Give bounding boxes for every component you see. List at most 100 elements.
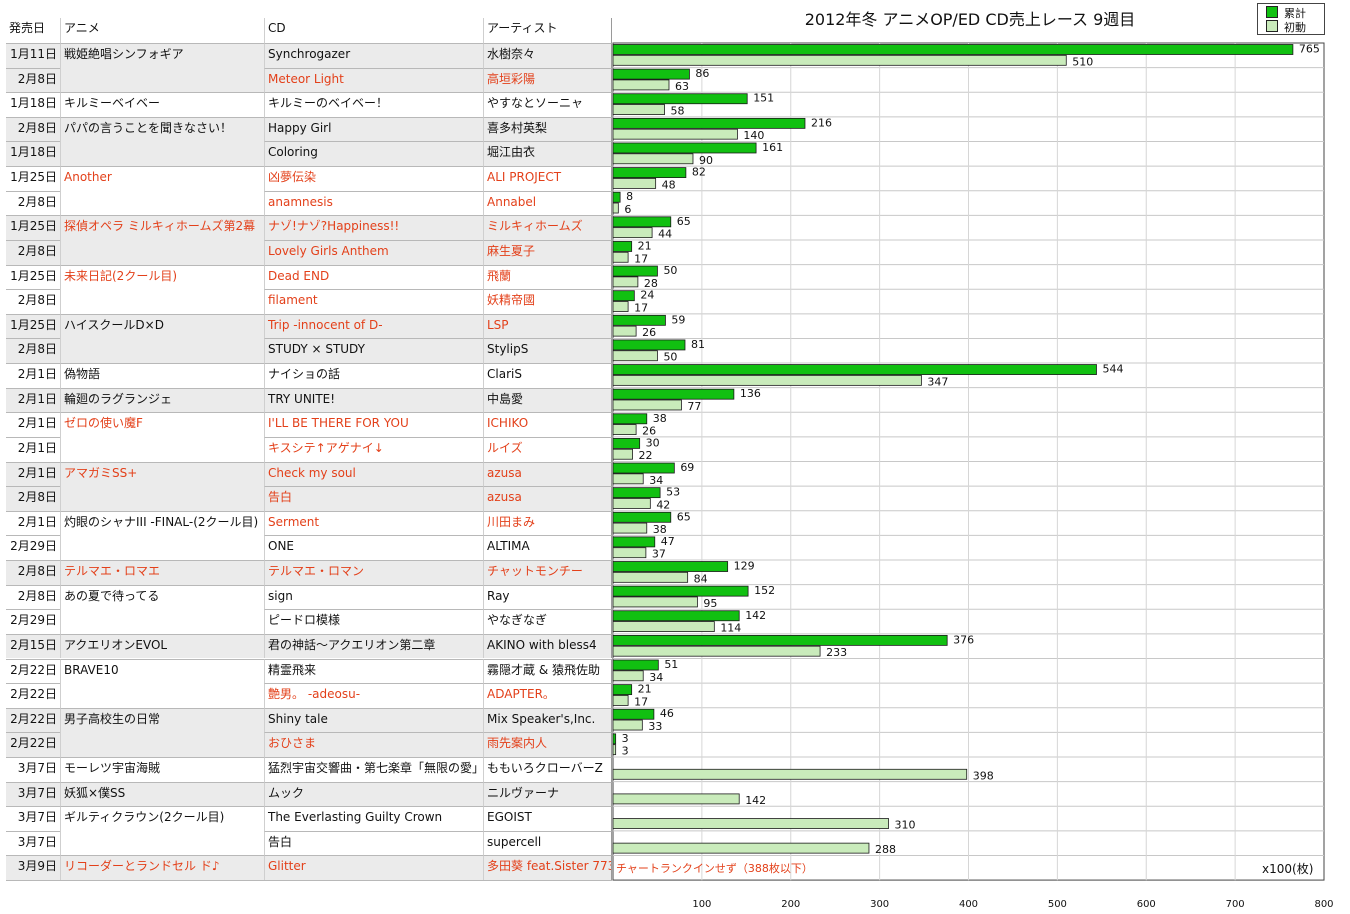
cd-title: TRY UNITE!	[264, 387, 483, 413]
cd-title: おひさま	[264, 732, 483, 757]
release-date: 1月25日	[6, 313, 60, 339]
bar-initial	[612, 498, 651, 509]
cd-title: The Everlasting Guilty Crown	[264, 806, 483, 831]
bar-initial	[612, 325, 637, 337]
bar-label-initial: 142	[745, 794, 766, 807]
cd-title: STUDY × STUDY	[264, 338, 483, 364]
bar-cumulative	[612, 561, 729, 572]
bar-initial	[612, 202, 619, 214]
cd-title: ピードロ模様	[264, 609, 483, 634]
artist-name: 水樹奈々	[483, 43, 612, 68]
anime-title: 輪廻のラグランジェ	[60, 387, 264, 413]
bar-label-initial: 37	[652, 548, 666, 561]
artist-name: やすなとソーニャ	[483, 92, 612, 117]
bar-initial	[612, 719, 643, 731]
bar-initial	[612, 695, 629, 706]
artist-name: AKINO with bless4	[483, 633, 612, 659]
bar-label-cumulative: 53	[666, 486, 680, 499]
release-date: 2月1日	[6, 461, 60, 487]
release-date: 2月29日	[6, 609, 60, 634]
bar-label-initial: 77	[687, 400, 701, 413]
artist-name: Ray	[483, 584, 612, 610]
cd-title: Dead END	[264, 264, 483, 290]
bar-cumulative	[612, 290, 635, 302]
anime-title: Another	[60, 166, 264, 216]
legend-swatch-initial	[1266, 20, 1278, 32]
release-date: 3月7日	[6, 756, 60, 782]
cd-title: 猛烈宇宙交響曲・第七楽章「無限の愛」	[264, 756, 483, 782]
release-date: 2月1日	[6, 387, 60, 413]
bar-label-initial: 50	[663, 351, 677, 364]
bar-label-cumulative: 51	[664, 658, 678, 671]
anime-title: 探偵オペラ ミルキィホームズ第2幕	[60, 215, 264, 265]
cd-title: Synchrogazer	[264, 43, 483, 68]
legend-item-cumulative: 累計	[1266, 6, 1306, 20]
bar-initial	[612, 153, 694, 165]
artist-name: 妖精帝國	[483, 289, 612, 314]
artist-name: supercell	[483, 830, 612, 856]
bar-label-initial: 28	[644, 277, 658, 290]
release-date: 1月25日	[6, 166, 60, 191]
bar-initial	[612, 251, 629, 263]
chart-title: 2012年冬 アニメOP/ED CD売上レース 9週目	[804, 10, 1136, 29]
bar-cumulative	[612, 142, 757, 154]
bar-initial	[612, 571, 689, 583]
bar-label-cumulative: 151	[753, 92, 774, 105]
bar-initial	[612, 177, 657, 189]
artist-name: ICHIKO	[483, 412, 612, 437]
bar-initial	[612, 645, 821, 657]
release-date: 2月1日	[6, 510, 60, 536]
release-date: 2月8日	[6, 67, 60, 93]
bar-initial	[612, 276, 639, 288]
release-date: 2月22日	[6, 658, 60, 684]
cd-title: キルミーのベイベー！	[264, 92, 483, 117]
anime-title: パパの言うことを聞きなさい！	[60, 116, 264, 167]
artist-name: 霧隠才蔵 & 猿飛佐助	[483, 658, 612, 684]
bar-cumulative	[612, 191, 621, 203]
cd-title: ムック	[264, 781, 483, 807]
bar-cumulative	[612, 44, 1294, 55]
cd-title: キスシテ↑アゲナイ↓	[264, 436, 483, 462]
artist-name: 高垣彩陽	[483, 67, 612, 93]
bar-label-initial: 398	[973, 769, 994, 782]
cd-title: Glitter	[264, 855, 483, 881]
anime-title: テルマエ・ロマエ	[60, 560, 264, 585]
cd-title: sign	[264, 584, 483, 610]
release-date: 3月9日	[6, 855, 60, 881]
bar-label-initial: 26	[642, 425, 656, 438]
bar-initial	[612, 104, 665, 115]
artist-name: ALI PROJECT	[483, 166, 612, 191]
bar-label-initial: 33	[648, 720, 662, 733]
artist-name: 川田まみ	[483, 510, 612, 536]
bar-label-initial: 95	[703, 597, 717, 610]
bar-cumulative	[612, 511, 672, 523]
anime-title: ゼロの使い魔F	[60, 412, 264, 462]
cd-title: 凶夢伝染	[264, 166, 483, 191]
release-date: 1月25日	[6, 264, 60, 290]
bar-cumulative	[612, 585, 749, 597]
artist-name: ルイズ	[483, 436, 612, 462]
bar-label-cumulative: 65	[677, 510, 691, 523]
x-tick-label: 300	[870, 899, 889, 910]
cd-title: Shiny tale	[264, 707, 483, 733]
bar-cumulative	[612, 610, 740, 622]
header-anime: アニメ	[60, 18, 264, 43]
bar-label-initial: 22	[639, 449, 653, 462]
bar-initial	[612, 596, 698, 608]
release-date: 2月8日	[6, 560, 60, 585]
bar-initial	[612, 399, 682, 411]
bar-label-cumulative: 50	[663, 264, 677, 277]
legend-item-initial: 初動	[1266, 20, 1306, 34]
release-date: 2月15日	[6, 633, 60, 659]
release-date: 3月7日	[6, 830, 60, 856]
bar-label-cumulative: 3	[622, 732, 629, 745]
cd-title: I'LL BE THERE FOR YOU	[264, 412, 483, 437]
bar-initial	[612, 54, 1067, 66]
anime-title: 偽物語	[60, 363, 264, 388]
bar-label-cumulative: 21	[638, 683, 652, 696]
release-date: 2月8日	[6, 338, 60, 364]
release-date: 2月8日	[6, 116, 60, 142]
header-artist: アーティスト	[483, 18, 612, 43]
cd-title: Meteor Light	[264, 67, 483, 93]
artist-name: ミルキィホームズ	[483, 215, 612, 240]
